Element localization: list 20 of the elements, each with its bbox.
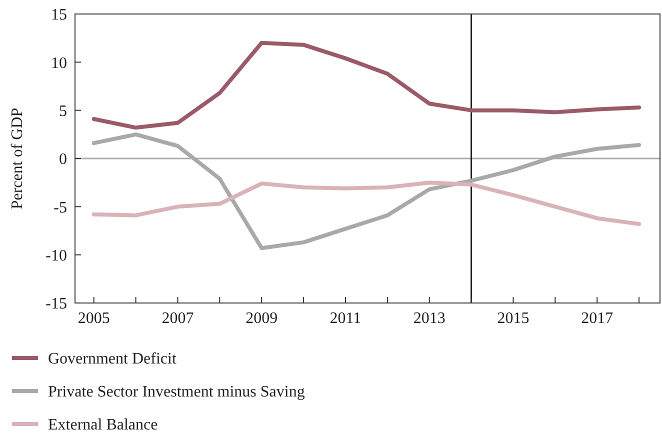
legend-label: External Balance bbox=[48, 416, 158, 434]
y-tick-label: -5 bbox=[54, 199, 67, 216]
y-tick-label: 5 bbox=[59, 102, 67, 120]
legend-label: Private Sector Investment minus Saving bbox=[48, 384, 305, 401]
x-tick-label: 2007 bbox=[162, 310, 194, 327]
x-tick-label: 2013 bbox=[413, 310, 446, 327]
line-series bbox=[92, 180, 642, 226]
y-tick-label: 0 bbox=[59, 151, 67, 168]
x-tick-label: 2009 bbox=[246, 310, 278, 327]
legend-label: Government Deficit bbox=[48, 350, 177, 368]
x-tick-label: 2011 bbox=[330, 310, 362, 327]
y-tick-label: -15 bbox=[46, 296, 67, 313]
line-series bbox=[92, 40, 642, 130]
x-tick-label: 2017 bbox=[581, 310, 614, 327]
y-tick-label: 10 bbox=[51, 54, 67, 72]
y-axis-title: Percent of GDP bbox=[9, 108, 26, 210]
x-tick-label: 2005 bbox=[78, 310, 110, 327]
y-tick-label: -10 bbox=[46, 247, 67, 264]
x-tick-label: 2015 bbox=[497, 310, 530, 327]
y-tick-label: 15 bbox=[51, 6, 67, 24]
